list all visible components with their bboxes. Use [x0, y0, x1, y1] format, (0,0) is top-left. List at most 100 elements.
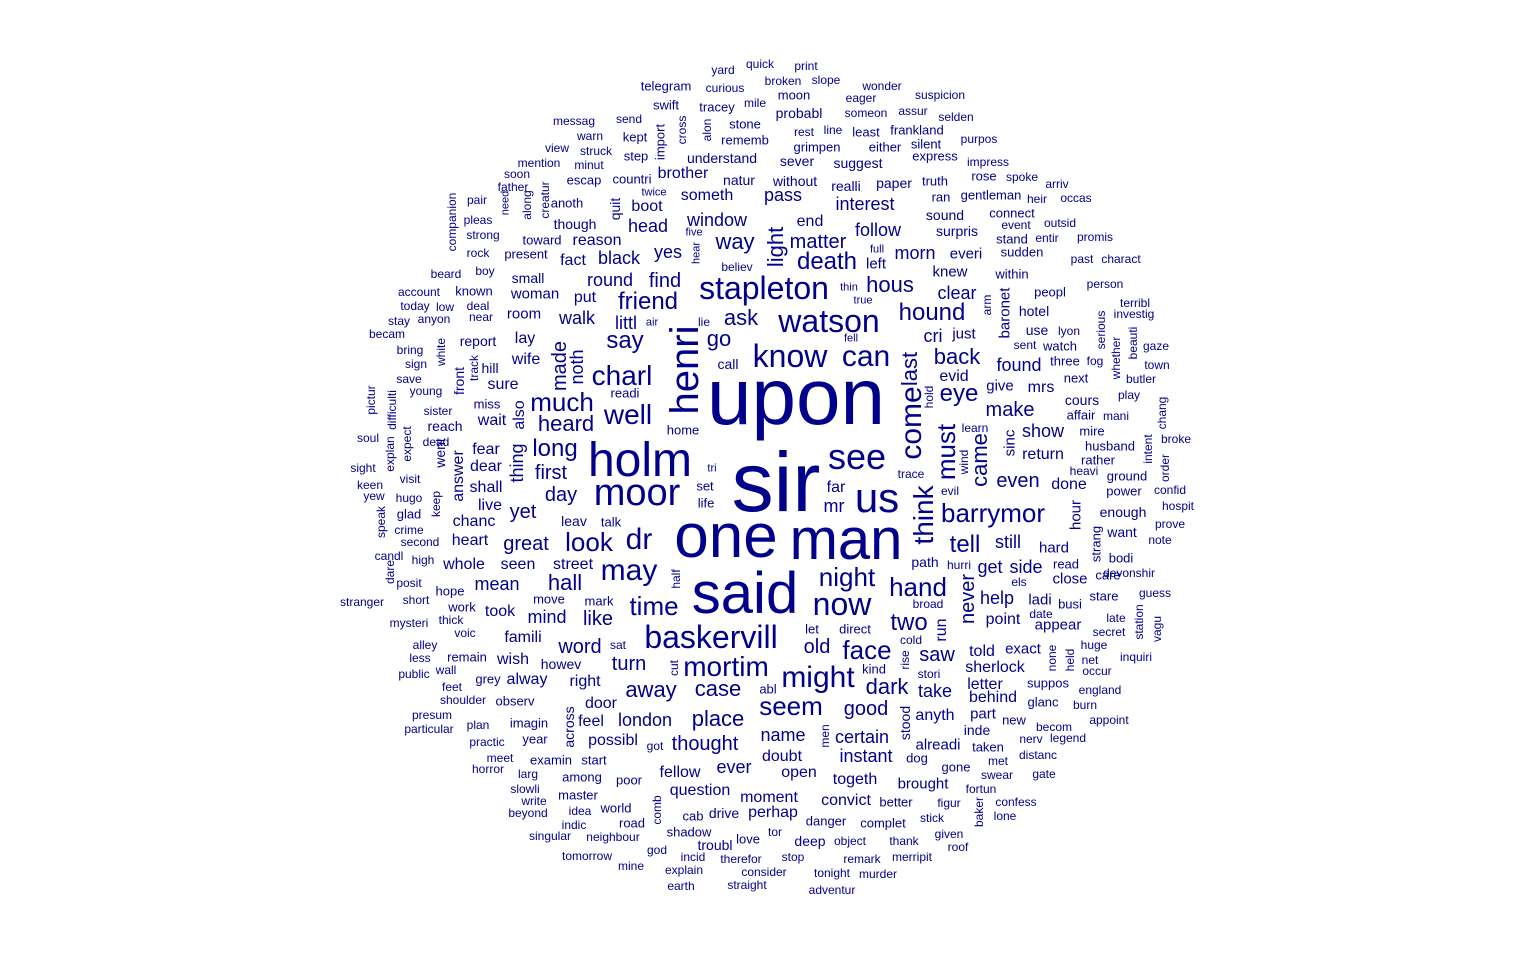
cloud-word: side	[1009, 557, 1043, 577]
cloud-word: indic	[561, 818, 587, 832]
cloud-word: swear	[980, 768, 1014, 782]
cloud-word: god	[646, 843, 668, 857]
cloud-word: poor	[615, 772, 643, 788]
cloud-word: thick	[438, 613, 464, 627]
cloud-word: alon	[700, 118, 714, 142]
cloud-word: lone	[993, 809, 1017, 823]
cloud-word: realli	[831, 178, 861, 194]
cloud-word: get	[977, 557, 1003, 577]
cloud-word: understand	[686, 150, 758, 166]
cloud-word: three	[1050, 353, 1080, 369]
cloud-word: hold	[922, 385, 936, 409]
cloud-word: slope	[811, 73, 841, 87]
cloud-word: littl	[615, 313, 637, 333]
cloud-word: horror	[471, 762, 505, 776]
cloud-word: question	[669, 782, 731, 799]
cloud-word: go	[706, 326, 732, 351]
cloud-word: mire	[1079, 423, 1105, 439]
cloud-word: pass	[763, 185, 803, 205]
cloud-word: appoint	[1089, 713, 1129, 727]
cloud-word: late	[1106, 611, 1126, 625]
cloud-word: line	[823, 123, 843, 137]
cloud-word: white	[434, 337, 448, 367]
cloud-word: found	[996, 355, 1042, 375]
cloud-word: think	[908, 485, 939, 545]
cloud-word: father	[497, 180, 529, 194]
cloud-word: tell	[949, 531, 981, 558]
cloud-word: world	[600, 800, 632, 816]
cloud-word: might	[781, 661, 855, 694]
cloud-word: play	[1117, 388, 1141, 402]
cloud-word: miss	[473, 396, 501, 412]
cloud-word: confess	[995, 795, 1037, 809]
cloud-word: terribl	[1119, 296, 1151, 310]
cloud-word: case	[694, 676, 742, 701]
cloud-word: walk	[558, 308, 596, 328]
cloud-word: person	[1086, 277, 1124, 291]
cloud-word: us	[854, 474, 900, 521]
cloud-word: watson	[778, 303, 880, 339]
cloud-word: ever	[716, 757, 752, 777]
cloud-word: nerv	[1019, 732, 1043, 746]
cloud-word: hard	[1038, 539, 1070, 557]
cloud-word: import	[652, 123, 668, 161]
cloud-word: short	[402, 593, 430, 607]
cloud-word: heavi	[1069, 464, 1099, 478]
cloud-word: mortim	[683, 651, 769, 682]
cloud-word: along	[520, 190, 534, 220]
cloud-word: figur	[937, 796, 961, 810]
cloud-word: love	[736, 831, 760, 847]
cloud-word: devonshir	[1102, 566, 1156, 580]
cloud-word: intent	[1141, 434, 1155, 464]
cloud-word: explan	[383, 436, 397, 472]
cloud-word: power	[1106, 483, 1142, 499]
cloud-word: holm	[587, 434, 693, 487]
cloud-word: give	[986, 377, 1014, 395]
cloud-word: sir	[731, 435, 821, 529]
cloud-word: possibl	[588, 732, 638, 749]
cloud-word: everi	[949, 245, 983, 263]
cloud-word: yew	[363, 489, 385, 503]
cloud-word: second	[400, 535, 440, 549]
cloud-word: howev	[540, 656, 582, 672]
cloud-word: track	[467, 354, 481, 382]
cloud-word: hall	[547, 570, 583, 595]
cloud-word: whether	[1109, 336, 1123, 380]
cloud-word: letter	[967, 676, 1003, 693]
cloud-word: either	[868, 139, 902, 155]
cloud-word: knew	[932, 263, 968, 281]
cloud-word: arriv	[1045, 177, 1069, 191]
cloud-word: affair	[1066, 407, 1096, 423]
cloud-word: grimpen	[793, 139, 841, 155]
cloud-word: front	[451, 366, 467, 396]
cloud-word: stranger	[339, 595, 385, 609]
cloud-word: inquiri	[1119, 650, 1153, 664]
cloud-word: togeth	[832, 771, 878, 788]
cloud-word: dark	[865, 674, 909, 699]
cloud-word: window	[686, 210, 748, 230]
cloud-word: true	[853, 294, 873, 307]
cloud-word: tri	[707, 462, 717, 475]
cloud-word: imagin	[509, 715, 549, 731]
cloud-word: suggest	[833, 155, 883, 171]
cloud-word: head	[627, 216, 669, 236]
cloud-word: hear	[690, 241, 703, 265]
cloud-word: end	[796, 213, 824, 230]
cloud-word: turn	[611, 653, 647, 675]
cloud-word: appear	[1034, 616, 1082, 634]
cloud-word: sat	[609, 638, 627, 652]
cloud-word: arm	[980, 294, 994, 316]
cloud-word: sign	[404, 357, 428, 371]
cloud-word: toward	[522, 232, 562, 248]
cloud-word: last	[897, 351, 922, 387]
cloud-word: peopl	[1034, 284, 1066, 300]
cloud-word: crime	[394, 523, 424, 537]
cloud-word: home	[666, 422, 700, 438]
cloud-word: truth	[921, 173, 949, 189]
cloud-word: ask	[723, 305, 759, 330]
cloud-word: cours	[1064, 392, 1100, 408]
cloud-word: way	[715, 229, 755, 254]
cloud-word: wish	[496, 651, 530, 668]
cloud-word: live	[477, 497, 503, 514]
cloud-word: inde	[963, 722, 991, 738]
